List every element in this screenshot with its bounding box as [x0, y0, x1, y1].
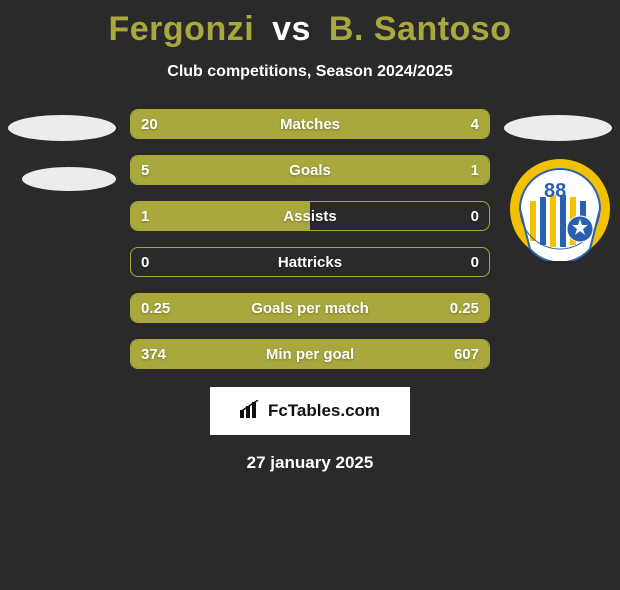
player-left-badge-placeholder-1 — [8, 115, 116, 141]
stat-label: Goals per match — [131, 294, 489, 322]
stat-label: Min per goal — [131, 340, 489, 368]
subtitle: Club competitions, Season 2024/2025 — [0, 63, 620, 81]
stat-row: 204Matches — [130, 109, 490, 139]
stat-label: Hattricks — [131, 248, 489, 276]
title-player-right: B. Santoso — [329, 10, 512, 48]
player-right-badge-placeholder — [504, 115, 612, 141]
badge-number: 88 — [544, 180, 566, 202]
stat-row: 51Goals — [130, 155, 490, 185]
stat-row: 10Assists — [130, 201, 490, 231]
watermark-text: FcTables.com — [268, 401, 380, 421]
stat-label: Goals — [131, 156, 489, 184]
comparison-chart: 88 204Matches 51Goals 10Assists 00Hattricks… — [10, 109, 610, 369]
stat-row: 0.250.25Goals per match — [130, 293, 490, 323]
stat-label: Assists — [131, 202, 489, 230]
stat-row: 374607Min per goal — [130, 339, 490, 369]
stat-row: 00Hattricks — [130, 247, 490, 277]
club-badge: 88 — [508, 157, 612, 261]
player-left-badge-placeholder-2 — [22, 167, 116, 191]
title-vs: vs — [272, 10, 311, 48]
stat-bars: 204Matches 51Goals 10Assists 00Hattricks 0.2… — [130, 109, 490, 369]
date-label: 27 january 2025 — [0, 453, 620, 473]
page-title: Fergonzi vs B. Santoso — [0, 10, 620, 49]
chart-icon — [240, 400, 262, 423]
stat-label: Matches — [131, 110, 489, 138]
title-player-left: Fergonzi — [109, 10, 255, 48]
watermark: FcTables.com — [210, 387, 410, 435]
